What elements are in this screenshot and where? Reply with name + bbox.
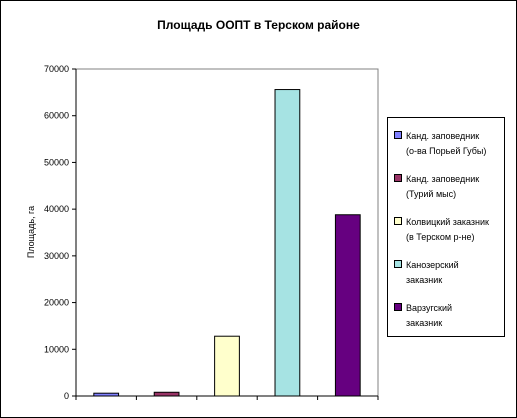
chart-title: Площадь ООПТ в Терском районе [157, 18, 360, 32]
y-tick-label: 30000 [44, 251, 69, 261]
legend-label-line: Канд. заповедник [406, 131, 480, 141]
legend-label-line: заказник [406, 275, 443, 285]
y-axis-label: Площадь, га [26, 206, 36, 258]
legend-label-line: Канозерский [406, 260, 459, 270]
bar [93, 392, 120, 397]
y-tick-label: 20000 [44, 298, 69, 308]
legend-label-line: Варзугский [406, 303, 453, 313]
y-tick-label: 40000 [44, 204, 69, 214]
y-tick-label: 0 [64, 391, 69, 401]
legend-swatch [394, 260, 402, 268]
y-tick-label: 50000 [44, 157, 69, 167]
y-tick-label: 60000 [44, 111, 69, 121]
legend-swatch [394, 303, 402, 311]
bar [214, 335, 240, 397]
legend-label: Варзугский заказник [406, 301, 506, 331]
legend-swatch [394, 131, 402, 139]
legend-swatch [394, 174, 402, 182]
legend-label-line: (о-ва Порьей Губы) [406, 146, 487, 156]
chart-legend: Канд. заповедник (о-ва Порьей Губы) Канд. … [387, 117, 505, 337]
legend-swatch [394, 217, 402, 225]
y-tick-label: 70000 [44, 64, 69, 74]
bar [334, 214, 361, 397]
legend-label-line: Канд. заповедник [406, 174, 480, 184]
legend-label-line: Колвицкий заказник [406, 217, 489, 227]
bar [274, 89, 301, 397]
bar [153, 391, 180, 397]
legend-label-line: (в Терском р-не) [406, 232, 475, 242]
legend-label: Канозерский заказник [406, 258, 506, 288]
legend-label-line: заказник [406, 318, 443, 328]
legend-label-line: (Турий мыс) [406, 189, 457, 199]
y-tick-label: 10000 [44, 344, 69, 354]
legend-label: Канд. заповедник (Турий мыс) [406, 172, 506, 202]
legend-label: Колвицкий заказник (в Терском р-не) [406, 215, 506, 245]
legend-label: Канд. заповедник (о-ва Порьей Губы) [406, 129, 506, 159]
